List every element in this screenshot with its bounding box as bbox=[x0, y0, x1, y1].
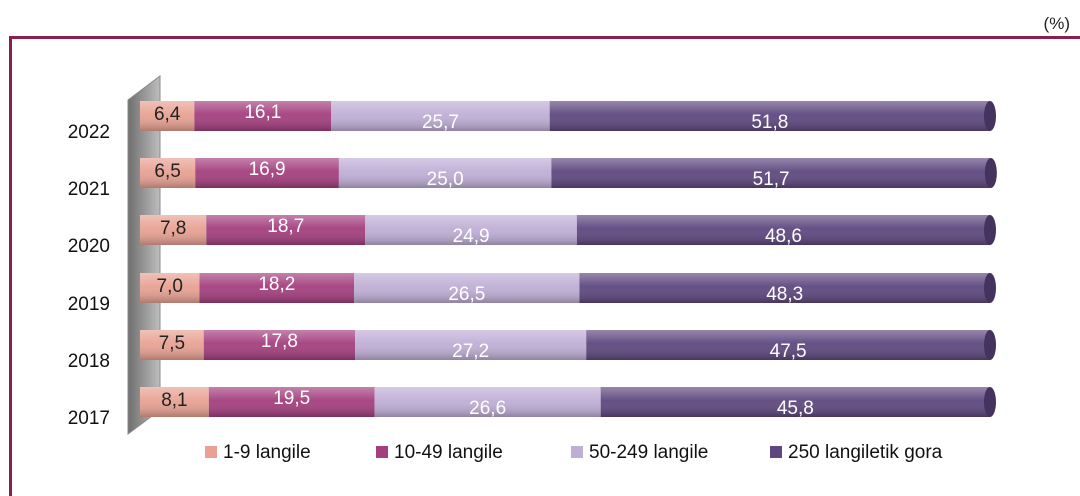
chart-frame bbox=[9, 36, 1080, 496]
bar-end-cap bbox=[984, 273, 996, 303]
bar-segment-shading bbox=[203, 330, 356, 360]
bar-segment-shading bbox=[208, 387, 375, 417]
bar-value-label: 7,0 bbox=[157, 276, 183, 297]
bar-segment-shading bbox=[354, 273, 580, 303]
legend-swatch bbox=[205, 446, 217, 458]
y-tick-label: 2020 bbox=[68, 236, 110, 257]
bar-segment-shading bbox=[195, 158, 339, 188]
bar-segment-shading bbox=[355, 330, 587, 360]
y-tick-label: 2018 bbox=[68, 351, 110, 372]
bar-segment-shading bbox=[600, 387, 990, 417]
bar-segment-shading bbox=[551, 158, 991, 188]
bar-end-cap bbox=[984, 158, 997, 188]
bar-segment-shading bbox=[576, 215, 990, 245]
y-axis-labels: 2022 2021 2020 2019 2018 2017 bbox=[68, 122, 110, 429]
legend-label: 250 langiletik gora bbox=[788, 442, 943, 463]
bar-segment-shading bbox=[549, 101, 990, 131]
bar-value-label: 47,5 bbox=[770, 341, 807, 362]
bar-segment-shading bbox=[338, 158, 552, 188]
y-tick-label: 2017 bbox=[68, 408, 110, 429]
bar-end-cap bbox=[984, 330, 996, 360]
bar-segment-shading bbox=[586, 330, 990, 360]
y-tick-label: 2022 bbox=[68, 122, 110, 143]
bar-value-label: 24,9 bbox=[453, 226, 490, 247]
bar-end-cap bbox=[984, 101, 996, 131]
bar-value-label: 25,7 bbox=[422, 112, 459, 133]
bar-segment-shading bbox=[140, 273, 200, 303]
legend-label: 10-49 langile bbox=[394, 442, 503, 463]
bar-value-label: 18,7 bbox=[267, 216, 304, 237]
bar-value-label: 16,1 bbox=[244, 102, 281, 123]
bar-value-label: 19,5 bbox=[273, 388, 310, 409]
bar-value-label: 27,2 bbox=[452, 341, 489, 362]
legend: 1-9 langile 10-49 langile 50-249 langile 25… bbox=[205, 442, 943, 463]
legend-swatch bbox=[571, 446, 583, 458]
bar-segment-shading bbox=[140, 330, 204, 360]
bar-value-label: 18,2 bbox=[258, 274, 295, 295]
bar-value-label: 6,4 bbox=[154, 104, 181, 125]
bar-segment-shading bbox=[140, 387, 209, 417]
bar-segment-shading bbox=[579, 273, 990, 303]
bar-value-label: 16,9 bbox=[249, 159, 286, 180]
bar-end-cap bbox=[984, 387, 996, 417]
legend-label: 50-249 langile bbox=[589, 442, 708, 463]
bar-segment-shading bbox=[331, 101, 550, 131]
bar-segment-shading bbox=[374, 387, 601, 417]
legend-label: 1-9 langile bbox=[223, 442, 311, 463]
bar-segment-shading bbox=[140, 158, 196, 188]
y-tick-label: 2021 bbox=[68, 179, 110, 200]
bar-value-label: 17,8 bbox=[261, 331, 298, 352]
unit-label: (%) bbox=[1043, 14, 1070, 33]
bar-value-label: 25,0 bbox=[427, 169, 464, 190]
bar-segment-shading bbox=[140, 215, 207, 245]
bar-value-label: 26,5 bbox=[448, 284, 485, 305]
bar-segment-shading bbox=[365, 215, 577, 245]
bar-end-cap bbox=[984, 215, 996, 245]
bar-value-label: 48,6 bbox=[765, 226, 802, 247]
bar-value-label: 7,5 bbox=[159, 333, 185, 354]
bar-value-label: 51,7 bbox=[753, 169, 790, 190]
bar-value-label: 48,3 bbox=[766, 284, 803, 305]
legend-swatch bbox=[376, 446, 388, 458]
bar-segment-shading bbox=[194, 101, 332, 131]
bar-value-label: 7,8 bbox=[160, 218, 186, 239]
bar-segment-shading bbox=[140, 101, 195, 131]
bar-value-label: 26,6 bbox=[469, 398, 506, 419]
bar-segment-shading bbox=[199, 273, 355, 303]
bar-value-label: 45,8 bbox=[777, 398, 814, 419]
bars-group: 6,4 16,1 25,7 51,8 6,5 16,9 25,0 51,7 7,8 18,7 24,… bbox=[140, 101, 997, 419]
bar-value-label: 6,5 bbox=[154, 161, 180, 182]
bar-value-label: 51,8 bbox=[751, 112, 788, 133]
bar-value-label: 8,1 bbox=[161, 390, 187, 411]
y-tick-label: 2019 bbox=[68, 294, 110, 315]
legend-swatch bbox=[770, 446, 782, 458]
bar-segment-shading bbox=[206, 215, 366, 245]
